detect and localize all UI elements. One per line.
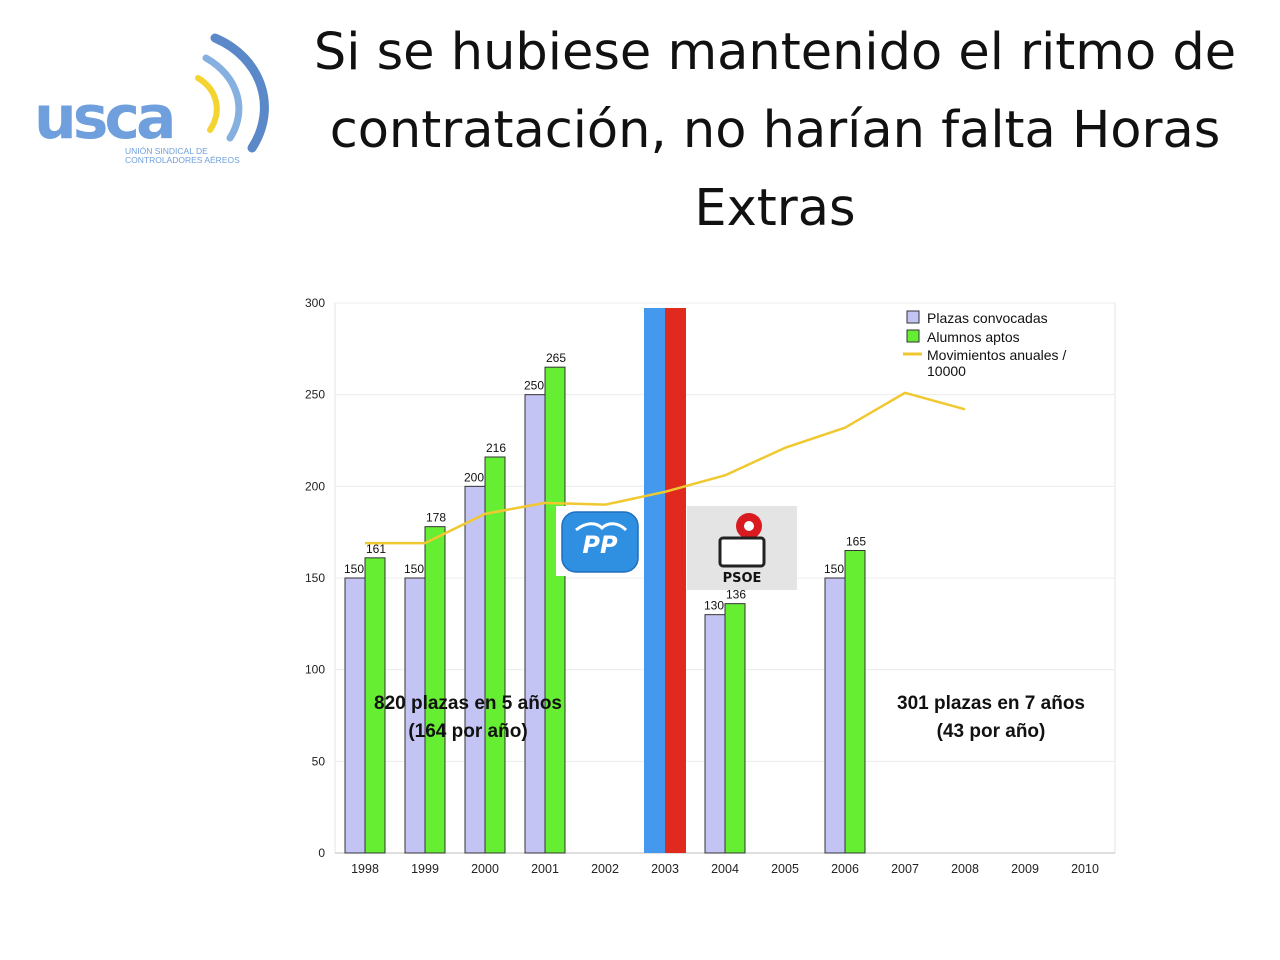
annotation-right-line2: (43 por año) <box>937 721 1046 742</box>
data-label-plazas: 130 <box>704 599 724 613</box>
pp-logo: PP <box>556 506 644 576</box>
legend-swatch-plazas <box>906 310 920 324</box>
annotation-right-line1: 301 plazas en 7 años <box>897 693 1085 714</box>
legend-label-plazas: Plazas convocadas <box>927 310 1048 326</box>
y-tick-label: 300 <box>305 296 325 310</box>
data-label-plazas: 250 <box>524 379 544 393</box>
legend-swatch-aptos <box>906 329 920 343</box>
y-tick-label: 50 <box>312 754 326 768</box>
bar-plazas-convocadas <box>464 485 486 854</box>
x-tick-label: 2003 <box>651 862 679 876</box>
psoe-rose-center <box>744 521 754 531</box>
psoe-logo: PSOE <box>687 506 797 590</box>
logo-subtitle-1: UNIÓN SINDICAL DE <box>125 146 208 156</box>
x-tick-label: 2010 <box>1071 862 1099 876</box>
y-tick-label: 100 <box>305 663 325 677</box>
logo-wave-middle <box>202 54 243 142</box>
psoe-fist-icon <box>718 536 766 568</box>
logo-wave-inner <box>195 75 220 133</box>
x-tick-label: 2006 <box>831 862 859 876</box>
data-label-aptos: 161 <box>366 542 386 556</box>
bar-alumnos-aptos <box>544 366 566 854</box>
x-tick-label: 2005 <box>771 862 799 876</box>
x-tick-label: 2002 <box>591 862 619 876</box>
annotation-left-line2: (164 por año) <box>408 721 527 742</box>
y-tick-label: 0 <box>318 846 325 860</box>
legend: Plazas convocadas Alumnos aptos Movimien… <box>903 310 1066 379</box>
y-tick-label: 150 <box>305 571 325 585</box>
pp-gull-icon <box>575 522 628 532</box>
x-tick-label: 2008 <box>951 862 979 876</box>
x-tick-label: 2007 <box>891 862 919 876</box>
bar-plazas-convocadas <box>704 614 726 854</box>
bar-alumnos-aptos <box>724 603 746 854</box>
bar-line-chart: 0 50 100 150 200 250 300 1998 1999 2000 2001 2002 2… <box>305 296 1116 876</box>
x-tick-label: 2009 <box>1011 862 1039 876</box>
x-tick-label: 1998 <box>351 862 379 876</box>
annotation-right: 301 plazas en 7 años (43 por año) <box>897 693 1085 742</box>
slide-title: Si se hubiese mantenido el ritmo de cont… <box>313 23 1237 238</box>
bar-alumnos-aptos <box>424 526 446 854</box>
bar-alumnos-aptos <box>364 557 386 854</box>
bar-plazas-convocadas <box>344 577 366 854</box>
psoe-government-band <box>665 308 686 853</box>
x-tick-label: 2004 <box>711 862 739 876</box>
logo-wave-outer <box>210 33 269 153</box>
data-label-aptos: 136 <box>726 588 746 602</box>
data-label-aptos: 178 <box>426 511 446 525</box>
data-label-plazas: 200 <box>464 470 484 484</box>
legend-label-aptos: Alumnos aptos <box>927 329 1020 345</box>
logo-subtitle-2: CONTROLADORES AÉREOS <box>125 155 240 165</box>
data-label-aptos: 265 <box>546 351 566 365</box>
data-label-aptos: 216 <box>486 441 506 455</box>
data-label-plazas: 150 <box>404 562 424 576</box>
bar-plazas-convocadas <box>524 394 546 854</box>
legend-label-movimientos-2: 10000 <box>927 363 966 379</box>
bar-alumnos-aptos <box>484 456 506 854</box>
usca-logo: usca UNIÓN SINDICAL DE CONTROLADORES AÉR… <box>34 33 269 165</box>
pp-government-band <box>644 308 665 853</box>
y-tick-label: 200 <box>305 479 325 493</box>
data-label-plazas: 150 <box>344 562 364 576</box>
x-tick-label: 2001 <box>531 862 559 876</box>
annotation-left-line1: 820 plazas en 5 años <box>374 693 562 714</box>
data-label-plazas: 150 <box>824 562 844 576</box>
line-movimientos-anuales <box>365 391 966 545</box>
x-tick-label: 1999 <box>411 862 439 876</box>
psoe-logo-text: PSOE <box>723 571 762 586</box>
bar-plazas-convocadas <box>824 577 846 854</box>
data-label-aptos: 165 <box>846 535 866 549</box>
bar-plazas-convocadas <box>404 577 426 854</box>
x-tick-label: 2000 <box>471 862 499 876</box>
pp-logo-text: PP <box>582 531 618 559</box>
y-tick-label: 250 <box>305 388 325 402</box>
annotation-left: 820 plazas en 5 años (164 por año) <box>374 693 562 742</box>
legend-label-movimientos: Movimientos anuales / <box>927 347 1066 363</box>
logo-wordmark: usca <box>34 83 172 153</box>
bar-alumnos-aptos <box>844 550 866 854</box>
